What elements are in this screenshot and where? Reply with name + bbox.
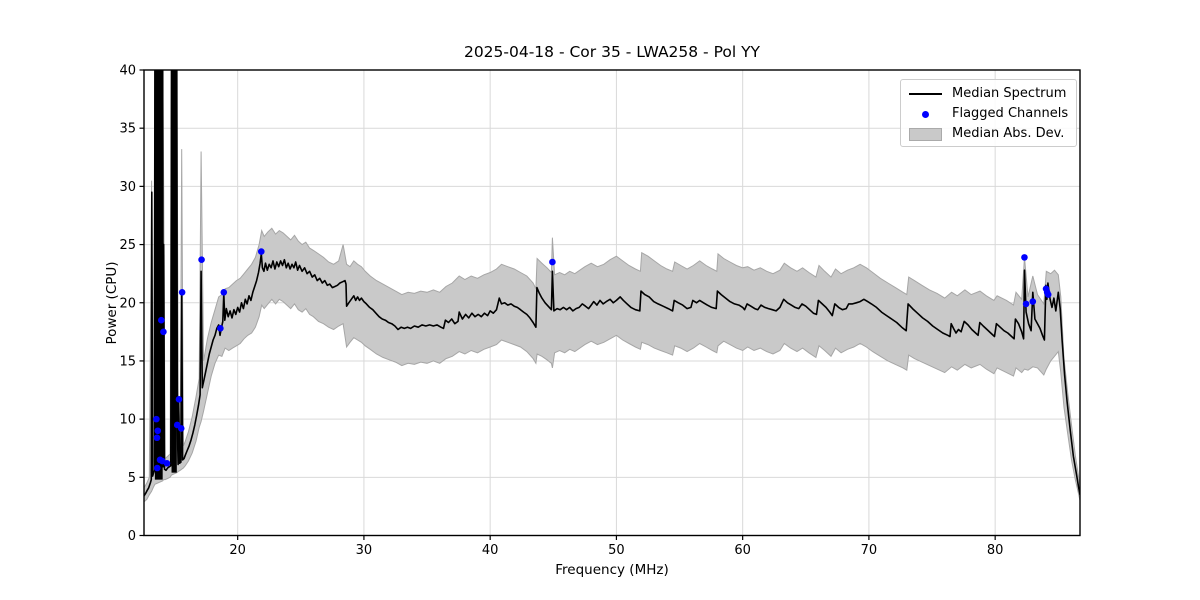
y-tick-label: 40 xyxy=(119,64,136,79)
flagged-channel-dot xyxy=(1044,291,1052,298)
legend-item-median-spectrum: Median Spectrum xyxy=(909,84,1070,104)
flagged-channel-dot xyxy=(175,396,183,403)
axis-ticks: 20 30 40 50 60 70 80 0 5 10 15 20 25 30 35 40 xyxy=(119,64,1003,559)
flagged-channel-dot xyxy=(220,288,228,296)
legend-item-flagged-channels: Flagged Channels xyxy=(909,104,1070,124)
flagged-channel-dot xyxy=(154,427,162,435)
flagged-channel-dot xyxy=(153,434,161,442)
legend-box: Median Spectrum Flagged Channels Median … xyxy=(900,79,1077,147)
x-tick-label: 30 xyxy=(356,543,373,558)
mad-band xyxy=(144,70,1080,503)
flagged-channel-dot xyxy=(153,415,160,423)
x-tick-label: 40 xyxy=(482,543,499,558)
mad-patch-swatch-icon xyxy=(909,127,942,141)
flagged-channel-dot xyxy=(1022,300,1030,308)
x-tick-label: 50 xyxy=(608,543,625,558)
y-tick-label: 25 xyxy=(119,238,136,253)
flagged-dot-swatch-icon xyxy=(909,110,942,118)
flagged-channel-dot xyxy=(198,256,205,263)
y-tick-label: 35 xyxy=(119,122,136,137)
median-line-swatch-icon xyxy=(909,93,942,95)
legend-label: Flagged Channels xyxy=(952,106,1069,121)
flagged-channel-dot xyxy=(1021,254,1028,261)
x-tick-label: 60 xyxy=(734,543,751,558)
plot-area xyxy=(144,70,1080,503)
legend-item-median-abs-dev: Median Abs. Dev. xyxy=(909,124,1070,144)
flagged-channel-dot xyxy=(163,460,171,467)
x-tick-label: 70 xyxy=(861,543,878,558)
y-tick-label: 10 xyxy=(119,413,136,428)
x-tick-label: 20 xyxy=(229,543,246,558)
median-spectrum-line xyxy=(144,70,1080,497)
flagged-channel-dot xyxy=(217,325,224,332)
saturated-rfi-bar xyxy=(154,70,163,480)
y-tick-label: 30 xyxy=(119,180,136,195)
y-tick-label: 5 xyxy=(128,471,136,486)
page-title: 2025-04-18 - Cor 35 - LWA258 - Pol YY xyxy=(463,43,761,61)
x-axis-label: Frequency (MHz) xyxy=(555,562,669,578)
y-tick-label: 0 xyxy=(128,529,136,544)
flagged-channel-dot xyxy=(157,316,165,324)
y-tick-label: 20 xyxy=(119,296,136,311)
flagged-channel-dot xyxy=(178,288,186,296)
flagged-channel-dot xyxy=(160,328,167,336)
flagged-channel-dot xyxy=(177,425,185,432)
flagged-channel-dot xyxy=(1029,298,1037,305)
flagged-channel-dot xyxy=(153,464,161,472)
saturated-rfi-bar xyxy=(171,70,177,473)
flagged-channel-dot xyxy=(549,258,556,266)
y-tick-label: 15 xyxy=(119,354,136,369)
legend-label: Median Spectrum xyxy=(952,86,1067,101)
legend-label: Median Abs. Dev. xyxy=(952,126,1065,141)
x-tick-label: 80 xyxy=(987,543,1004,558)
flagged-channel-dot xyxy=(257,248,265,255)
